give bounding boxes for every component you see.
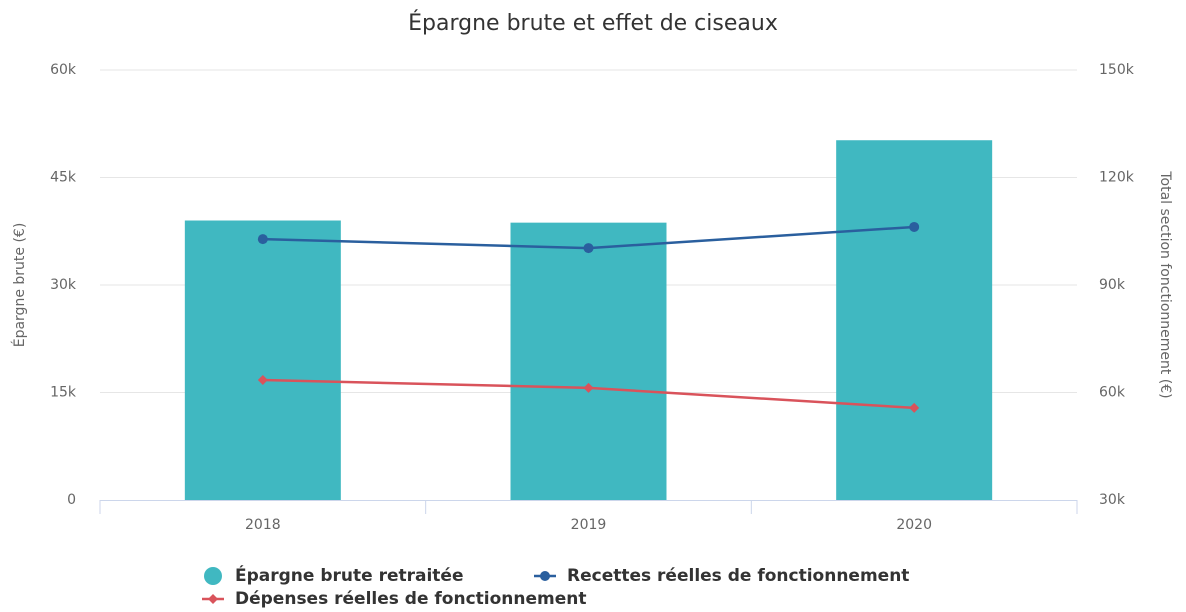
y-tick-label: 0: [67, 492, 76, 508]
y2-tick-label: 30k: [1099, 492, 1126, 508]
point: [540, 571, 550, 581]
point: [257, 234, 268, 245]
point: [583, 382, 594, 393]
legend-marker: [204, 567, 222, 585]
legend-label: Recettes réelles de fonctionnement: [567, 566, 909, 586]
legend-label: Dépenses réelles de fonctionnement: [235, 589, 587, 609]
y-tick-label: 30k: [50, 277, 77, 293]
x-tick-label: 2019: [571, 517, 607, 533]
point: [909, 221, 920, 232]
y2-tick-label: 90k: [1099, 277, 1126, 293]
bar: [184, 220, 341, 500]
chart-title: Épargne brute et effet de ciseaux: [408, 10, 778, 36]
bar: [510, 222, 667, 500]
y-tick-label: 45k: [50, 170, 77, 186]
y-tick-label: 15k: [50, 385, 77, 401]
y2-axis-title: Total section fonctionnement (€): [1157, 170, 1173, 398]
point: [257, 374, 268, 385]
legend-label: Épargne brute retraitée: [235, 564, 464, 586]
x-tick-label: 2020: [896, 517, 932, 533]
bar: [836, 140, 993, 500]
y-tick-label: 60k: [50, 62, 77, 78]
point: [583, 243, 594, 254]
y2-tick-label: 120k: [1099, 170, 1135, 186]
y2-tick-label: 60k: [1099, 385, 1126, 401]
y-axis-title: Épargne brute (€): [11, 223, 28, 348]
x-tick-label: 2018: [245, 517, 281, 533]
y2-tick-label: 150k: [1099, 62, 1135, 78]
point: [909, 402, 920, 413]
point: [208, 594, 218, 604]
